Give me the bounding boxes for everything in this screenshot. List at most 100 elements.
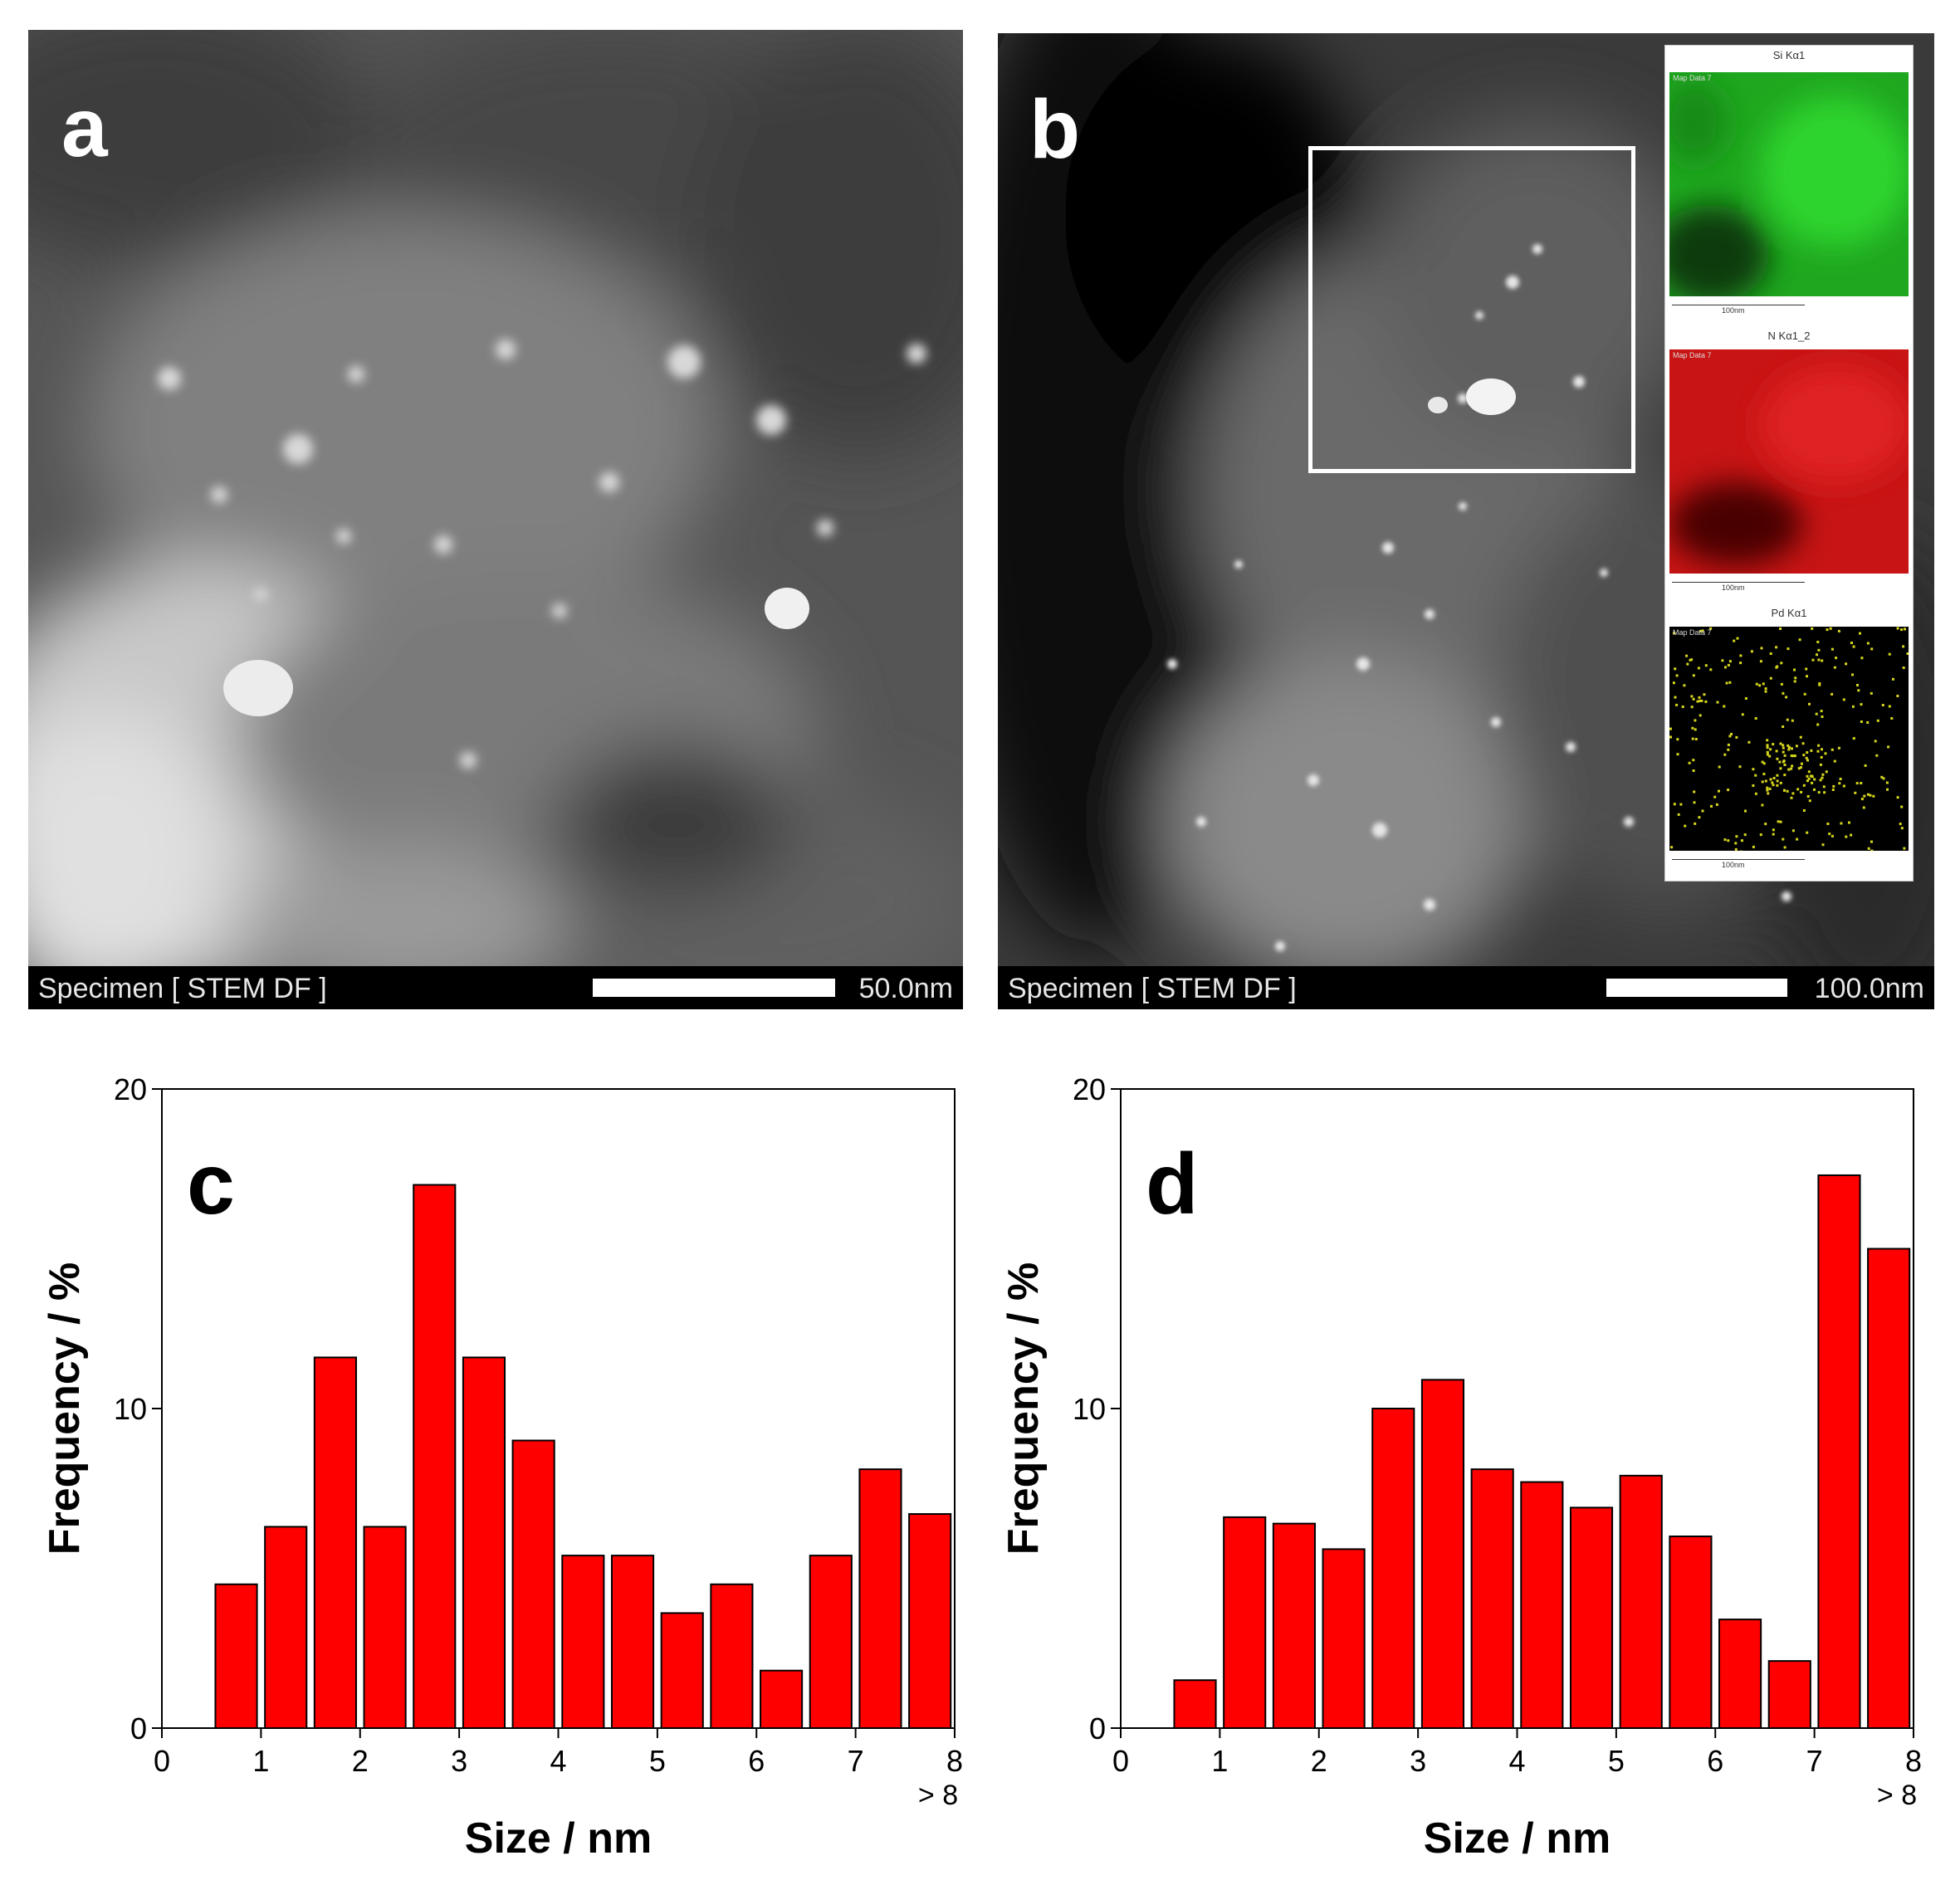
pd-signal-dot — [1767, 744, 1769, 746]
pd-signal-dot — [1779, 767, 1782, 769]
pd-signal-dot — [1760, 660, 1762, 662]
scale-bar-a — [593, 979, 835, 997]
x-tick-label-c: 0 — [154, 1744, 170, 1778]
pd-signal-dot — [1863, 807, 1865, 809]
edx-map-pd: Map Data 7 — [1669, 627, 1909, 851]
pd-signal-dot — [1693, 698, 1695, 701]
pd-signal-dot — [1832, 789, 1835, 791]
pd-signal-dot — [1813, 789, 1816, 791]
pd-signal-dot — [1794, 680, 1796, 682]
pd-signal-dot — [1683, 684, 1685, 686]
bar-d-6 — [1472, 1469, 1513, 1728]
bar-c-7 — [562, 1555, 604, 1728]
pd-signal-dot — [1784, 764, 1786, 766]
pd-signal-dot — [1709, 668, 1712, 671]
edx-map-n: Map Data 7 — [1669, 349, 1909, 574]
pd-signal-dot — [1787, 769, 1790, 771]
pd-signal-dot — [1713, 796, 1716, 798]
x-tick-label-d: 7 — [1806, 1744, 1823, 1778]
pd-signal-dot — [1834, 667, 1836, 669]
pd-signal-dot — [1859, 632, 1861, 635]
pd-signal-dot — [1838, 782, 1840, 784]
bar-c-8 — [612, 1555, 653, 1728]
edx-maps-inset: Si Kα1 Map Data 7 100nm N Kα1_2 — [1664, 45, 1914, 881]
pd-signal-dot — [1694, 728, 1697, 730]
bar-d-14 — [1868, 1249, 1909, 1729]
pd-signal-dot — [1817, 745, 1820, 747]
y-axis-label-c: Frequency / % — [41, 1262, 89, 1555]
pd-signal-dot — [1784, 754, 1786, 757]
pd-signal-dot — [1764, 823, 1767, 825]
pd-signal-dot — [1817, 750, 1820, 753]
edx-map-n-image — [1669, 349, 1909, 574]
pd-signal-dot — [1676, 674, 1679, 676]
bar-c-1 — [265, 1526, 306, 1728]
pd-signal-dot — [1821, 756, 1823, 759]
pd-signal-dot — [1821, 660, 1823, 662]
pd-signal-dot — [1761, 804, 1763, 807]
pd-signal-dot — [1816, 653, 1818, 656]
pd-signal-dot — [1694, 719, 1696, 721]
pd-signal-dot — [1860, 657, 1863, 659]
edx-map-si-image — [1669, 72, 1909, 296]
pd-signal-dot — [1791, 792, 1794, 794]
pd-signal-dot — [1698, 816, 1700, 818]
pd-signal-dot — [1751, 650, 1753, 652]
pd-signal-dot — [1770, 779, 1772, 781]
pd-signal-dot — [1699, 696, 1701, 699]
pd-signal-dot — [1830, 627, 1832, 630]
pd-signal-dot — [1820, 779, 1822, 781]
pd-signal-dot — [1675, 704, 1678, 706]
bar-c-2 — [315, 1357, 356, 1728]
pd-signal-dot — [1674, 803, 1676, 805]
pd-signal-dot — [1735, 835, 1738, 837]
pd-signal-dot — [1892, 678, 1894, 681]
pd-signal-dot — [1728, 681, 1731, 684]
selection-rectangle — [1308, 146, 1635, 473]
pd-signal-dot — [1772, 833, 1775, 836]
pd-signal-dot — [1788, 746, 1791, 749]
pd-signal-dot — [1735, 848, 1738, 851]
bar-d-11 — [1719, 1619, 1761, 1728]
x-tick-label-d: 3 — [1410, 1744, 1426, 1778]
micrograph-b: b Si Kα1 Map Data 7 100nm N Kα1_2 — [998, 33, 1934, 1009]
pd-signal-dot — [1700, 700, 1703, 702]
pd-signal-dot — [1874, 740, 1877, 742]
pd-signal-dot — [1727, 749, 1729, 751]
pd-signal-dot — [1721, 659, 1723, 662]
pd-signal-dot — [1778, 761, 1781, 764]
pd-signal-dot — [1724, 838, 1727, 841]
pd-signal-dot — [1863, 795, 1865, 798]
pd-signal-dot — [1872, 795, 1874, 798]
pd-signal-dot — [1718, 790, 1720, 793]
pd-signal-dot — [1806, 751, 1808, 754]
pd-signal-dot — [1843, 698, 1845, 701]
pd-signal-dot — [1781, 683, 1783, 686]
pd-signal-dot — [1850, 642, 1853, 644]
bar-c-10 — [711, 1585, 752, 1728]
pd-signal-dot — [1808, 770, 1811, 773]
pd-signal-dot — [1823, 785, 1826, 788]
pd-signal-dot — [1792, 754, 1795, 757]
pd-signal-dot — [1699, 714, 1702, 716]
pd-signal-dot — [1676, 738, 1679, 740]
specimen-label-a: Specimen [ STEM DF ] — [38, 973, 327, 1005]
pd-signal-dot — [1907, 652, 1909, 655]
pd-signal-dot — [1670, 846, 1673, 848]
pd-signal-dot — [1694, 823, 1696, 825]
pd-signal-dot — [1803, 784, 1806, 787]
pd-signal-dot — [1813, 779, 1816, 781]
x-tick-label-c: 2 — [352, 1744, 369, 1778]
pd-signal-dot — [1779, 627, 1782, 630]
pd-signal-dot — [1782, 692, 1784, 695]
panel-letter-b: b — [1029, 88, 1080, 171]
pd-signal-dot — [1806, 759, 1809, 761]
bar-c-0 — [215, 1585, 257, 1728]
pd-signal-dot — [1860, 720, 1863, 723]
pd-signal-dot — [1787, 647, 1790, 650]
pd-signal-dot — [1870, 841, 1873, 843]
pd-signal-dot — [1677, 753, 1679, 755]
pd-signal-dot — [1856, 782, 1859, 784]
pd-signal-dot — [1830, 693, 1833, 696]
pd-signal-dot — [1716, 803, 1718, 806]
